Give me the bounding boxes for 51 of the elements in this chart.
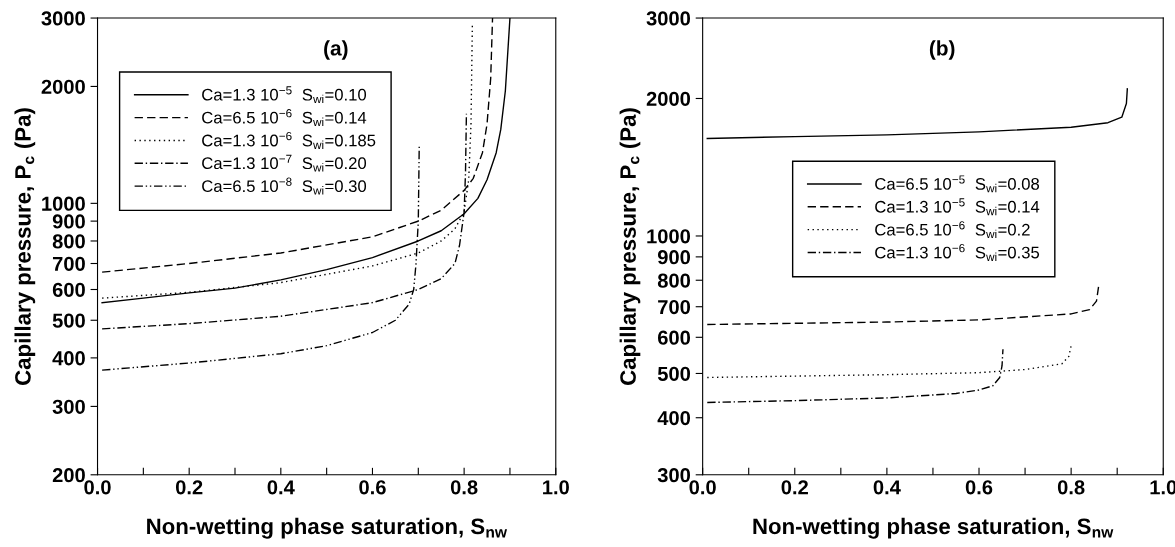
y-tick-label: 200 [52, 468, 85, 483]
y-tick-label: 700 [658, 299, 691, 315]
legend-label: Ca=1.3 10$^{−5}$ S$_{wi}$=0.10 [202, 86, 367, 104]
y-tick-label: 300 [52, 399, 85, 414]
y-tick-label: 600 [657, 330, 691, 345]
y-tick-label: 400 [657, 410, 691, 426]
y-tick-label: 1000 [42, 196, 85, 211]
legend-label: Ca=1.3 10$^{−6}$ S$_{wi}$=0.185 [202, 131, 376, 149]
line-series [706, 345, 1072, 379]
y-tick-label: 500 [52, 313, 85, 328]
y-tick-label: 900 [52, 214, 85, 229]
line-series [706, 88, 1129, 140]
y-tick-label: 1000 [647, 229, 691, 244]
y-tick-label: 300 [657, 468, 691, 483]
legend-label: Ca=6.5 10$^{−6}$ S$_{wi}$=0.14 [202, 109, 367, 127]
line-series [706, 284, 1100, 326]
x-axis-title: Non-wetting phase saturation, S$_{nw}$ [753, 517, 1114, 539]
x-tick-label: 0.8 [1057, 480, 1085, 495]
y-tick-label: 800 [52, 234, 85, 249]
x-tick-label: 0.6 [359, 480, 386, 495]
x-tick-label: 1.0 [543, 480, 569, 495]
y-tick-label: 2000 [646, 91, 691, 106]
x-tick-label: 0.2 [175, 480, 203, 495]
annotation: (a) [324, 40, 348, 60]
legend-label: Ca=6.5 10$^{−8}$ S$_{wi}$=0.30 [202, 177, 367, 195]
x-tick-label: 0.4 [873, 480, 901, 495]
x-tick-label: 0.0 [84, 480, 111, 495]
legend-label: Ca=6.5 10$^{−5}$ S$_{wi}$=0.08 [875, 175, 1040, 193]
line-series [706, 348, 1004, 404]
y-tick-label: 800 [657, 273, 691, 288]
y-tick-label: 3000 [41, 11, 85, 26]
y-tick-label: 900 [657, 250, 691, 265]
x-tick-label: 0.6 [965, 480, 993, 495]
y-tick-label: 500 [657, 366, 691, 381]
x-axis-title: Non-wetting phase saturation, S$_{nw}$ [147, 517, 508, 539]
y-tick-label: 3000 [646, 11, 691, 26]
x-tick-label: 0.8 [450, 480, 478, 495]
y-tick-label: 2000 [41, 79, 85, 94]
y-axis-title: Capillary pressure, P$_{c}$ (Pa) [14, 108, 36, 385]
y-axis-title: Capillary pressure, P$_{c}$ (Pa) [619, 108, 641, 385]
legend-label: Ca=1.3 10$^{−7}$ S$_{wi}$=0.20 [202, 154, 367, 172]
y-tick-label: 700 [52, 256, 85, 271]
x-tick-label: 0.2 [781, 480, 808, 495]
legend-label: Ca=6.5 10$^{−6}$ S$_{wi}$=0.2 [875, 221, 1030, 239]
legend-label: Ca=1.3 10$^{−5}$ S$_{wi}$=0.14 [875, 198, 1040, 216]
x-tick-label: 0.4 [267, 480, 295, 495]
y-tick-label: 400 [52, 351, 85, 366]
legend-label: Ca=1.3 10$^{−6}$ S$_{wi}$=0.35 [875, 243, 1040, 261]
x-tick-label: 0.0 [689, 480, 716, 495]
y-tick-label: 600 [52, 282, 85, 297]
annotation: (b) [929, 40, 955, 60]
